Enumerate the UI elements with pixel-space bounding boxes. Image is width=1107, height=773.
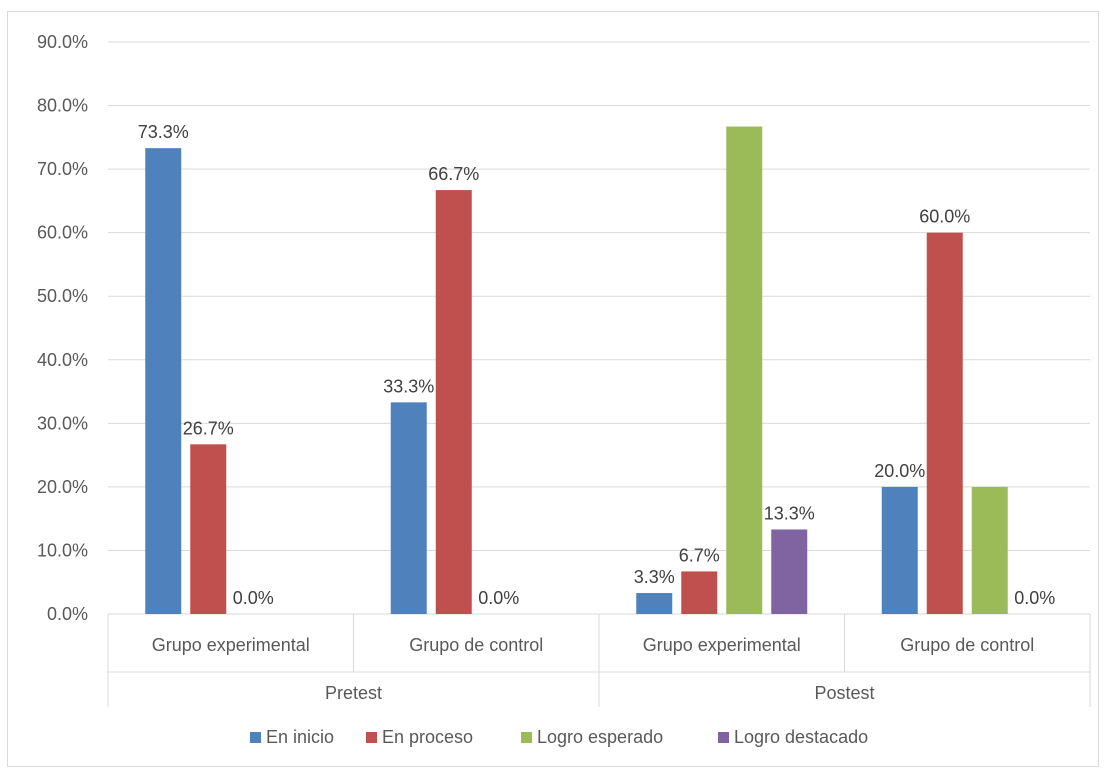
y-tick-label: 30.0% <box>37 413 88 433</box>
bar <box>726 126 763 614</box>
y-tick-label: 90.0% <box>37 32 88 52</box>
bar <box>190 444 227 614</box>
legend-swatch <box>250 732 261 743</box>
data-label: 73.3% <box>138 122 189 142</box>
bar <box>681 571 718 614</box>
data-label: 0.0% <box>478 588 519 608</box>
y-tick-label: 70.0% <box>37 159 88 179</box>
data-label: 66.7% <box>428 164 479 184</box>
data-label: 13.3% <box>764 503 815 523</box>
legend-swatch <box>718 732 729 743</box>
category-label: Grupo de control <box>900 635 1034 655</box>
data-label: 26.7% <box>183 418 234 438</box>
data-label: 6.7% <box>679 545 720 565</box>
y-tick-label: 40.0% <box>37 350 88 370</box>
bar <box>926 232 963 614</box>
legend-swatch <box>366 732 377 743</box>
bar <box>390 402 427 614</box>
y-tick-label: 80.0% <box>37 96 88 116</box>
y-tick-label: 0.0% <box>47 604 88 624</box>
data-label: 0.0% <box>233 588 274 608</box>
group-label: Postest <box>814 683 874 703</box>
bar <box>145 148 182 615</box>
y-tick-label: 60.0% <box>37 223 88 243</box>
data-label: 0.0% <box>1014 588 1055 608</box>
legend-label: Logro destacado <box>734 727 868 747</box>
category-label: Grupo experimental <box>643 635 801 655</box>
legend-swatch <box>521 732 532 743</box>
y-tick-label: 10.0% <box>37 540 88 560</box>
bar <box>435 190 472 614</box>
legend-label: En inicio <box>266 727 334 747</box>
data-label: 60.0% <box>919 207 970 227</box>
bar <box>771 529 808 614</box>
category-label: Grupo experimental <box>152 635 310 655</box>
bar <box>881 486 918 614</box>
y-tick-label: 50.0% <box>37 286 88 306</box>
data-label: 20.0% <box>874 461 925 481</box>
category-label: Grupo de control <box>409 635 543 655</box>
group-label: Pretest <box>325 683 382 703</box>
legend-label: En proceso <box>382 727 473 747</box>
bar <box>971 486 1008 614</box>
data-label: 3.3% <box>634 567 675 587</box>
data-label: 33.3% <box>383 376 434 396</box>
legend-label: Logro esperado <box>537 727 663 747</box>
chart-frame <box>7 11 1099 767</box>
bar <box>636 593 673 614</box>
y-tick-label: 20.0% <box>37 477 88 497</box>
